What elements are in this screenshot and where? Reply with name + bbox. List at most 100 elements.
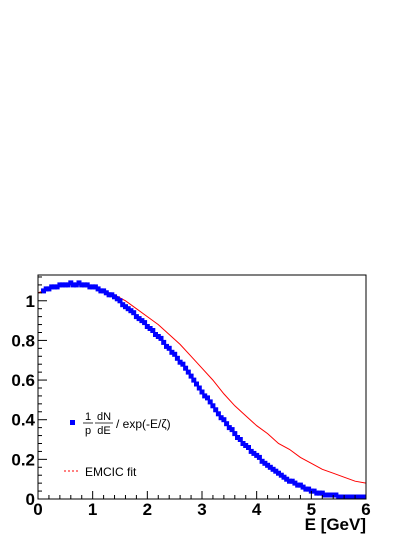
data-point [51,284,57,290]
data-point [166,345,172,351]
x-tick-label: 0 [33,500,42,519]
y-tick-label: 0.8 [11,331,35,350]
data-point [106,292,112,298]
data-point [297,482,303,488]
data-point [117,298,123,304]
data-point [355,494,361,500]
legend-data-label: 1 p dN dE / exp(-E/ζ) [83,411,171,437]
data-point [243,443,249,448]
data-point [54,284,60,290]
data-point [276,470,281,476]
data-point [300,484,306,490]
data-point [180,361,186,367]
x-tick-label: 5 [307,500,316,519]
data-point [256,454,262,460]
data-point [210,403,216,409]
x-tick-label: 2 [143,500,152,519]
data-point [101,288,107,294]
data-point [232,431,238,437]
data-point [71,282,76,288]
data-point [123,304,128,310]
data-point [226,425,232,431]
data-point [65,282,71,288]
data-point [76,280,82,286]
data-point [158,335,164,341]
data-point [240,441,246,446]
data-point [43,286,49,292]
data-point [344,494,350,500]
data-point [336,494,342,500]
data-point [215,411,221,417]
data-point [114,296,120,302]
data-point [306,486,312,492]
data-point [292,480,298,486]
data-point [207,399,213,405]
data-point [125,306,131,312]
data-point [188,373,194,379]
x-tick-label: 1 [88,500,97,519]
data-point [136,316,142,322]
data-point [319,490,325,496]
data-point [221,417,227,423]
data-point [278,472,284,478]
data-point [194,381,199,387]
data-point [147,326,153,331]
x-tick-label: 6 [361,500,370,519]
y-tick-label: 0.6 [11,371,35,390]
data-point [164,343,169,349]
data-point [287,478,292,484]
data-point [237,437,243,442]
data-point [205,395,210,401]
data-point [142,320,148,326]
data-point [62,282,68,288]
data-point [41,288,46,294]
data-point [120,302,126,308]
data-point [92,284,98,290]
data-point [281,474,287,480]
data-point [218,415,224,421]
data-point [98,288,104,294]
data-point [259,458,265,464]
data-point [235,435,240,440]
y-tick-label: 0 [26,490,35,509]
data-point [267,464,273,470]
data-point [150,328,156,333]
data-point [139,318,145,324]
data-point [73,282,79,288]
data-point [133,314,139,320]
legend-frac1-num: 1 [85,411,91,423]
data-point [270,466,276,472]
data-point [90,284,96,290]
legend-fit-label: EMCIC fit [85,465,137,479]
data-point [322,492,328,498]
data-point [333,492,339,498]
data-point [87,284,93,290]
data-point [68,280,74,286]
data-point [155,334,161,339]
data-point [265,462,271,468]
data-point [46,286,52,292]
data-point [202,393,208,399]
data-point [349,494,355,500]
data-point [82,282,87,288]
data-point [57,282,63,288]
data-point [317,490,322,496]
data-point [248,448,254,454]
y-tick-label: 1 [26,292,35,311]
data-point [224,421,230,427]
legend: 1 p dN dE / exp(-E/ζ) EMCIC fit [64,411,171,479]
legend-frac2-num: dN [97,411,111,423]
data-point [103,290,109,296]
data-point [128,308,134,314]
axes: 0 1 2 3 4 5 6 0 0.2 0.4 0.6 0.8 1 [11,274,371,519]
data-point [84,282,90,288]
data-point [112,294,117,300]
data-point [314,490,320,496]
data-point [177,359,183,365]
data-point [303,486,309,492]
x-axis-label: E [GeV] [305,515,366,534]
data-point [311,488,317,494]
data-point [174,355,180,361]
data-point [153,332,158,337]
